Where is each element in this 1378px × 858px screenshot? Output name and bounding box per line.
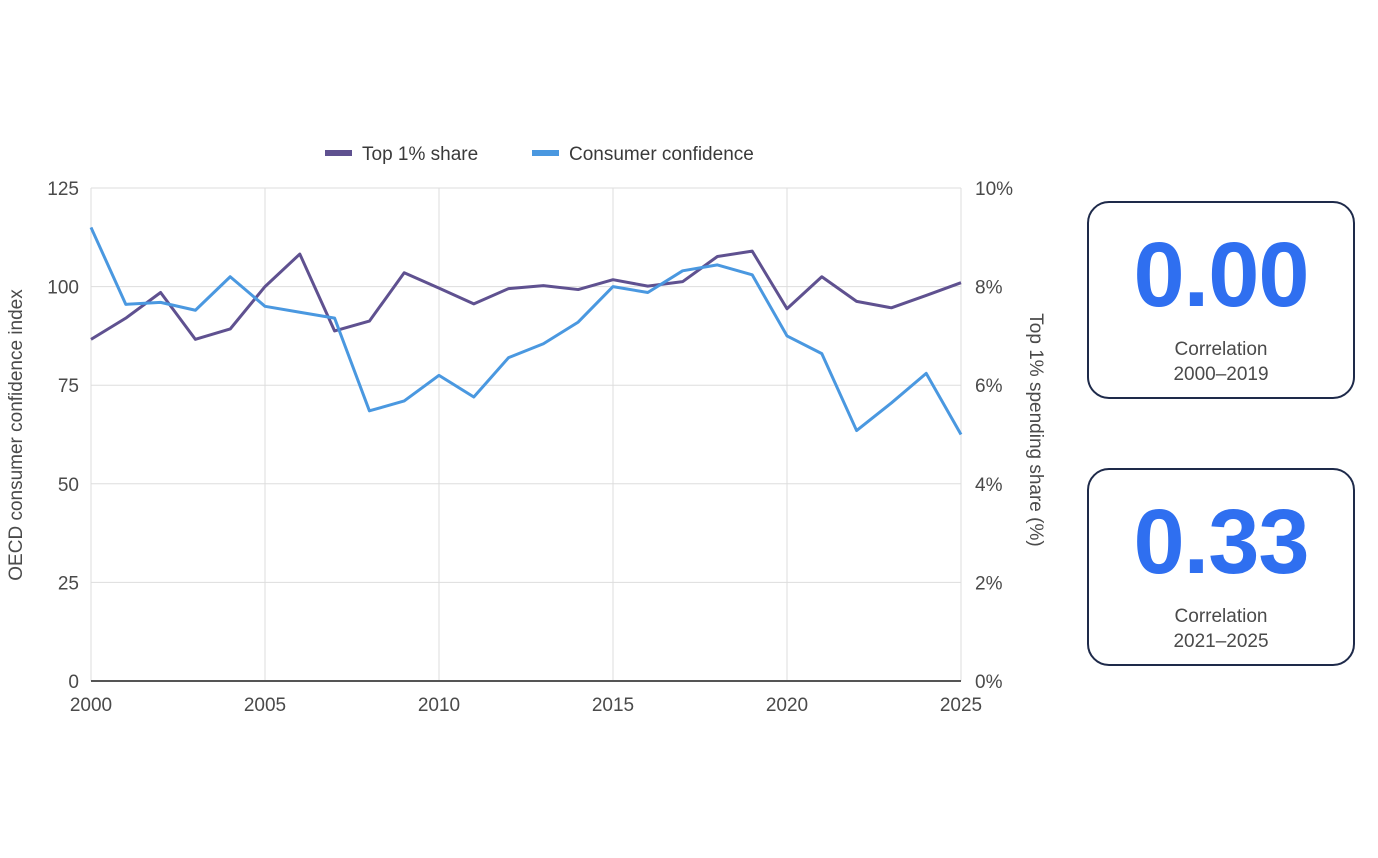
y2-tick-label: 8%	[975, 278, 1003, 299]
y-axis-right-title: Top 1% spending share (%)	[1025, 313, 1046, 546]
x-tick-label: 2025	[940, 695, 982, 716]
y2-tick-label: 0%	[975, 672, 1003, 693]
correlation-card-2021-2025: 0.33 Correlation 2021–2025	[1087, 468, 1355, 666]
y-tick-label: 50	[58, 475, 79, 496]
series-line-top1-share	[90, 249, 962, 341]
y2-tick-label: 10%	[975, 179, 1013, 200]
y-tick-label: 75	[58, 376, 79, 397]
y-tick-label: 100	[47, 278, 79, 299]
correlation-label-period: 2021–2025	[1173, 631, 1269, 652]
legend: Top 1% share Consumer confidence	[325, 144, 754, 165]
grid-lines	[90, 187, 962, 682]
y2-tick-label: 6%	[975, 376, 1003, 397]
y2-tick-label: 2%	[975, 573, 1003, 594]
correlation-label-period: 2000–2019	[1173, 364, 1269, 385]
x-tick-label: 2010	[418, 695, 460, 716]
y-axis-right: 0% 2% 4% 6% 8% 10%	[975, 179, 1013, 693]
x-tick-label: 2000	[70, 695, 112, 716]
correlation-label: Correlation 2000–2019	[1089, 337, 1353, 387]
legend-swatch	[532, 150, 559, 156]
series-line-consumer-confidence	[89, 226, 963, 436]
correlation-label-title: Correlation	[1174, 339, 1268, 360]
legend-swatch	[325, 150, 352, 156]
y-tick-label: 0	[68, 672, 79, 693]
correlation-value: 0.00	[1133, 224, 1309, 326]
x-axis: 2000 2005 2010 2015 2020 2025	[70, 695, 982, 716]
correlation-value: 0.33	[1133, 491, 1309, 593]
legend-label: Consumer confidence	[569, 144, 754, 165]
x-tick-label: 2020	[766, 695, 808, 716]
correlation-label: Correlation 2021–2025	[1089, 604, 1353, 654]
x-tick-label: 2015	[592, 695, 634, 716]
y-axis-left-title: OECD consumer confidence index	[6, 289, 27, 581]
correlation-card-2000-2019: 0.00 Correlation 2000–2019	[1087, 201, 1355, 399]
x-tick-label: 2005	[244, 695, 286, 716]
y-tick-label: 25	[58, 573, 79, 594]
correlation-label-title: Correlation	[1174, 606, 1268, 627]
series-lines	[89, 226, 963, 436]
y-tick-label: 125	[47, 179, 79, 200]
legend-label: Top 1% share	[362, 144, 478, 165]
y-axis-left: 0 25 50 75 100 125	[47, 179, 79, 693]
line-chart: 2000 2005 2010 2015 2020 2025 0 25 50 75 100 125 0…	[6, 144, 1046, 716]
y2-tick-label: 4%	[975, 475, 1003, 496]
